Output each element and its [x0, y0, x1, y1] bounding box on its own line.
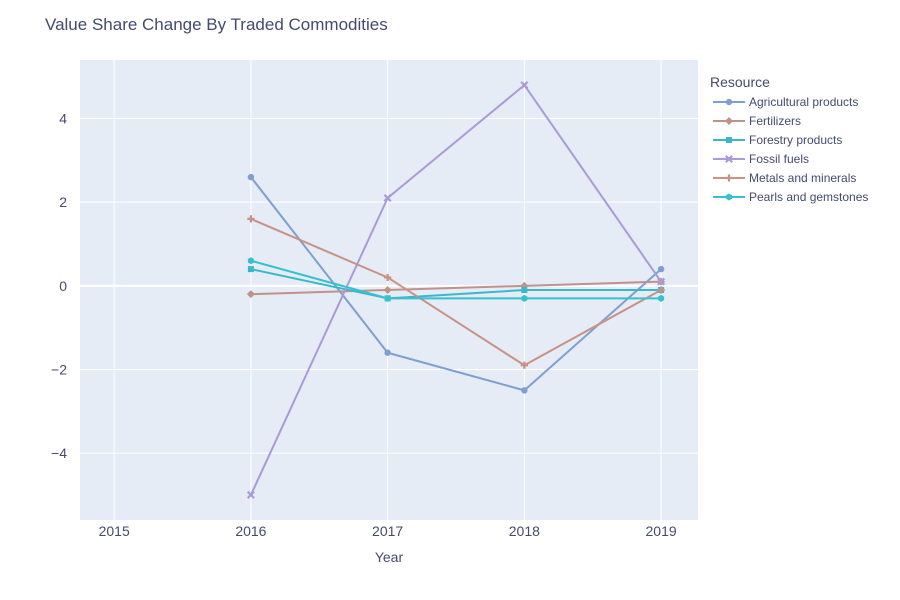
- chart-title: Value Share Change By Traded Commodities: [45, 15, 388, 34]
- x-tick-label: 2015: [99, 523, 130, 539]
- data-point-metals-and-minerals[interactable]: [520, 361, 528, 369]
- legend-marker-icon[interactable]: [725, 193, 733, 201]
- legend-item-fossil-fuels[interactable]: Fossil fuels: [713, 152, 809, 166]
- data-point-agricultural-products[interactable]: [247, 173, 255, 181]
- data-point-fossil-fuels[interactable]: [657, 277, 666, 286]
- series-line-forestry-products[interactable]: [250, 268, 662, 300]
- data-point-fossil-fuels[interactable]: [246, 490, 255, 499]
- legend-marker-icon[interactable]: [725, 174, 733, 182]
- legend-label: Fossil fuels: [749, 152, 809, 166]
- legend-label: Pearls and gemstones: [749, 190, 868, 204]
- series-line-fossil-fuels[interactable]: [249, 84, 662, 496]
- legend-item-pearls-and-gemstones[interactable]: Pearls and gemstones: [713, 190, 868, 204]
- y-tick-label: 4: [59, 111, 67, 127]
- legend-marker-icon[interactable]: [725, 155, 733, 163]
- x-axis-ticks: 2015 2016 2017 2018 2019: [99, 523, 677, 539]
- series-lines: [249, 84, 662, 496]
- legend-label: Fertilizers: [749, 114, 801, 128]
- series-line-agricultural-products[interactable]: [250, 176, 662, 392]
- legend-label: Metals and minerals: [749, 171, 856, 185]
- legend-marker-icon[interactable]: [726, 137, 732, 143]
- legend-label: Agricultural products: [749, 95, 858, 109]
- legend-item-forestry-products[interactable]: Forestry products: [713, 133, 842, 147]
- data-point-fertilizers[interactable]: [246, 290, 255, 299]
- y-tick-label: 2: [59, 194, 67, 210]
- data-point-forestry-products[interactable]: [247, 266, 254, 273]
- data-point-pearls-and-gemstones[interactable]: [247, 257, 254, 265]
- data-point-pearls-and-gemstones[interactable]: [658, 294, 665, 302]
- series-markers: [246, 81, 666, 499]
- data-point-metals-and-minerals[interactable]: [247, 215, 255, 223]
- data-point-fertilizers[interactable]: [383, 286, 392, 294]
- legend-item-fertilizers[interactable]: Fertilizers: [713, 114, 801, 128]
- data-point-pearls-and-gemstones[interactable]: [521, 294, 528, 302]
- x-tick-label: 2019: [646, 523, 677, 539]
- series-line-fertilizers[interactable]: [250, 280, 662, 296]
- x-tick-label: 2017: [372, 523, 403, 539]
- y-axis-ticks: −4 −2 0 2 4: [51, 111, 67, 462]
- legend-marker-icon[interactable]: [725, 117, 733, 125]
- data-point-fossil-fuels[interactable]: [520, 81, 529, 90]
- series-line-metals-and-minerals[interactable]: [250, 217, 662, 367]
- x-axis-title: Year: [375, 549, 404, 565]
- data-point-metals-and-minerals[interactable]: [657, 286, 665, 294]
- series-line-pearls-and-gemstones[interactable]: [250, 259, 662, 300]
- y-tick-label: 0: [59, 278, 67, 294]
- y-tick-label: −4: [51, 445, 67, 461]
- legend-item-metals-and-minerals[interactable]: Metals and minerals: [713, 171, 856, 185]
- data-point-pearls-and-gemstones[interactable]: [384, 294, 391, 302]
- legend-label: Forestry products: [749, 133, 842, 147]
- legend[interactable]: Resource Agricultural products Fertilizer…: [710, 74, 868, 204]
- data-point-agricultural-products[interactable]: [384, 349, 391, 356]
- legend-item-agricultural-products[interactable]: Agricultural products: [713, 95, 858, 109]
- x-tick-label: 2016: [235, 523, 266, 539]
- legend-marker-icon[interactable]: [725, 98, 733, 106]
- data-point-metals-and-minerals[interactable]: [384, 273, 392, 282]
- legend-title: Resource: [710, 74, 770, 90]
- y-tick-label: −2: [51, 361, 67, 377]
- data-point-agricultural-products[interactable]: [521, 387, 528, 394]
- data-point-agricultural-products[interactable]: [657, 265, 665, 273]
- data-point-fossil-fuels[interactable]: [383, 194, 392, 202]
- x-tick-label: 2018: [509, 523, 540, 539]
- data-point-forestry-products[interactable]: [521, 287, 528, 293]
